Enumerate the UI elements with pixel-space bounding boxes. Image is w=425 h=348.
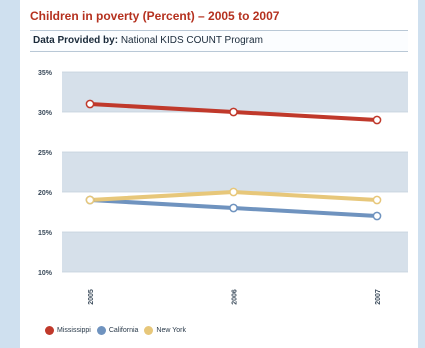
x-axis-ticks: 2005 2006 2007 — [88, 289, 382, 305]
y-tick-label: 35% — [38, 70, 53, 77]
legend-swatch — [96, 326, 106, 335]
legend-item: New York — [144, 326, 186, 335]
gridlines — [62, 71, 408, 273]
series-points — [85, 99, 382, 221]
y-tick-label: 25% — [38, 150, 53, 157]
legend-label: Mississippi — [57, 327, 91, 334]
data-provider-label: Data Provided by: — [33, 35, 119, 46]
plot-bands — [62, 72, 408, 272]
x-tick-label: 2005 — [88, 289, 95, 305]
data-point — [229, 107, 238, 117]
data-point — [372, 195, 382, 205]
chart-legend: Mississippi California New York — [45, 326, 192, 335]
legend-label: New York — [156, 327, 186, 334]
y-tick-label: 30% — [38, 110, 53, 117]
y-tick-label: 15% — [38, 230, 53, 237]
legend-item: California — [96, 326, 139, 335]
x-tick-label: 2006 — [232, 289, 239, 305]
y-tick-label: 20% — [38, 190, 53, 197]
legend-label: California — [108, 327, 139, 334]
data-provider-bar: Data Provided by: National KIDS COUNT Pr… — [30, 30, 408, 52]
data-point — [229, 187, 238, 197]
x-tick-label: 2007 — [375, 289, 382, 305]
chart-panel: Children in poverty (Percent) – 2005 to … — [20, 0, 418, 348]
data-provider-value: National KIDS COUNT Program — [120, 35, 263, 46]
legend-swatch — [45, 326, 54, 335]
plot-band — [62, 152, 408, 192]
y-tick-label: 10% — [38, 270, 53, 277]
line-chart: 35% 30% 25% 20% 15% 10% 2005 2006 2007 — [38, 70, 408, 305]
data-point — [229, 203, 238, 213]
chart-title: Children in poverty (Percent) – 2005 to … — [30, 9, 280, 23]
data-point — [85, 195, 95, 205]
legend-item: Mississippi — [45, 326, 91, 335]
plot-band — [62, 232, 408, 272]
y-axis-ticks: 35% 30% 25% 20% 15% 10% — [38, 70, 53, 277]
data-point — [85, 99, 95, 109]
data-point — [372, 115, 382, 125]
legend-swatch — [144, 326, 154, 335]
data-point — [372, 211, 382, 221]
